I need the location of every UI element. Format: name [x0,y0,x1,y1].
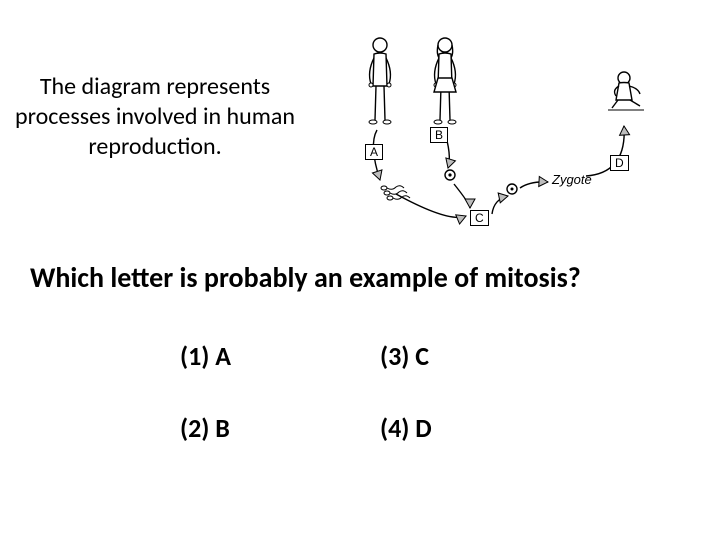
option-1: (1) A [180,340,380,372]
options-grid: (1) A (3) C (2) B (4) D [180,340,580,484]
zygote-label: Zygote [552,172,592,187]
label-box-B: B [430,127,448,143]
diagram-svg [320,30,700,240]
label-box-D: D [610,155,629,171]
options-row-2: (2) B (4) D [180,412,580,444]
slide: { "intro_text": "The diagram represents … [0,0,720,540]
option-3: (3) C [380,340,580,372]
option-4: (4) D [380,412,580,444]
question-text: Which letter is probably an example of m… [30,260,710,295]
option-2: (2) B [180,412,380,444]
label-box-A: A [365,144,383,160]
intro-text: The diagram represents processes involve… [10,72,300,162]
reproduction-diagram: A B C D Zygote [320,30,700,240]
options-row-1: (1) A (3) C [180,340,580,372]
label-box-C: C [470,210,489,226]
